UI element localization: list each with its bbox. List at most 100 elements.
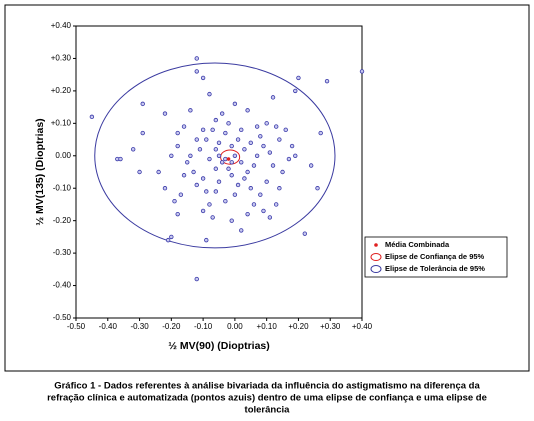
scatter-point xyxy=(232,153,238,158)
scatter-point xyxy=(207,91,212,97)
legend-label: Média Combinada xyxy=(385,240,450,249)
x-tick-label: -0.20 xyxy=(162,322,181,331)
scatter-point xyxy=(251,202,257,207)
scatter-point xyxy=(248,186,253,191)
scatter-point xyxy=(293,88,298,94)
scatter-point xyxy=(232,192,238,197)
scatter-point xyxy=(175,130,180,136)
y-tick-label: +0.30 xyxy=(51,54,72,63)
scatter-point xyxy=(207,202,212,207)
caption: Gráfico 1 - Dados referentes à análise b… xyxy=(54,381,480,392)
y-tick-label: -0.40 xyxy=(53,281,72,290)
x-tick-label: -0.30 xyxy=(130,322,149,331)
scatter-point xyxy=(219,160,225,165)
y-tick-label: 0.00 xyxy=(55,151,71,160)
scatter-point xyxy=(245,169,250,175)
scatter-point xyxy=(188,153,193,158)
scatter-point xyxy=(200,176,206,181)
scatter-point xyxy=(277,186,282,191)
legend-symbol xyxy=(370,253,382,261)
y-tick-label: +0.40 xyxy=(51,21,72,30)
scatter-point xyxy=(210,127,215,133)
scatter-point xyxy=(204,189,209,194)
scatter-point xyxy=(254,124,260,129)
scatter-point xyxy=(277,137,282,142)
scatter-point xyxy=(239,228,244,233)
scatter-point xyxy=(216,179,222,184)
scatter-point xyxy=(165,237,171,243)
scatter-point xyxy=(258,192,263,197)
x-tick-label: +0.10 xyxy=(257,322,278,331)
x-axis-title: ½ MV(90) (Dioptrias) xyxy=(168,340,270,352)
scatter-point xyxy=(289,143,295,149)
scatter-point xyxy=(229,173,234,178)
y-tick-label: -0.50 xyxy=(53,313,72,322)
scatter-point xyxy=(274,202,279,207)
scatter-point xyxy=(204,237,209,243)
scatter-point xyxy=(270,163,276,168)
legend-symbol xyxy=(370,265,382,273)
scatter-point xyxy=(118,156,123,162)
scatter-point xyxy=(226,121,231,126)
scatter-point xyxy=(223,156,228,162)
scatter-point xyxy=(223,130,228,136)
y-tick-label: -0.10 xyxy=(53,183,72,192)
caption: tolerância xyxy=(245,405,291,416)
scatter-point xyxy=(213,117,219,123)
scatter-point xyxy=(204,137,209,142)
x-tick-label: +0.20 xyxy=(288,322,309,331)
mean-point xyxy=(226,157,231,161)
scatter-point xyxy=(213,147,219,152)
y-axis-title: ½ MV(135) (Dioptrias) xyxy=(34,118,46,225)
scatter-point xyxy=(191,169,196,175)
scatter-point xyxy=(232,101,238,107)
scatter-point xyxy=(89,114,95,120)
scatter-point xyxy=(261,208,266,214)
scatter-point xyxy=(194,137,199,142)
scatter-point xyxy=(239,127,244,133)
scatter-point xyxy=(302,231,307,236)
scatter-point xyxy=(235,137,241,142)
x-tick-label: -0.40 xyxy=(99,322,118,331)
scatter-point xyxy=(264,121,269,126)
scatter-point xyxy=(219,111,225,116)
scatter-point xyxy=(185,160,190,165)
scatter-point xyxy=(162,111,168,116)
scatter-point xyxy=(200,208,206,214)
legend xyxy=(364,236,508,278)
scatter-point xyxy=(194,182,199,188)
scatter-point xyxy=(213,166,219,171)
scatter-point xyxy=(178,192,184,197)
scatter-point xyxy=(213,189,219,194)
scatter-point xyxy=(194,69,199,74)
y-tick-label: -0.30 xyxy=(53,248,72,257)
scatter-point xyxy=(229,143,234,149)
x-tick-label: -0.50 xyxy=(67,322,86,331)
scatter-point xyxy=(315,186,320,191)
scatter-point xyxy=(280,169,285,175)
scatter-point xyxy=(175,143,180,149)
scatter-point xyxy=(229,218,234,223)
scatter-point xyxy=(270,95,276,100)
scatter-point xyxy=(258,134,263,139)
scatter-point xyxy=(194,56,199,61)
y-tick-label: -0.20 xyxy=(53,216,72,225)
x-tick-label: +0.40 xyxy=(352,322,373,331)
scatter-point xyxy=(267,215,273,220)
legend-label: Elipse de Tolerância de 95% xyxy=(385,264,485,273)
scatter-point xyxy=(318,130,323,136)
scatter-point xyxy=(223,198,228,204)
scatter-point xyxy=(296,75,301,81)
scatter-point xyxy=(216,153,222,158)
scatter-point xyxy=(308,163,314,168)
scatter-point xyxy=(200,75,206,81)
scatter-point xyxy=(274,124,279,129)
scatter-point xyxy=(200,127,206,133)
scatter-point xyxy=(140,101,145,107)
scatter-point xyxy=(245,108,250,113)
scatter-point xyxy=(162,186,168,191)
scatter-point xyxy=(239,160,244,165)
scatter-point xyxy=(216,140,222,145)
scatter-point xyxy=(194,276,199,282)
